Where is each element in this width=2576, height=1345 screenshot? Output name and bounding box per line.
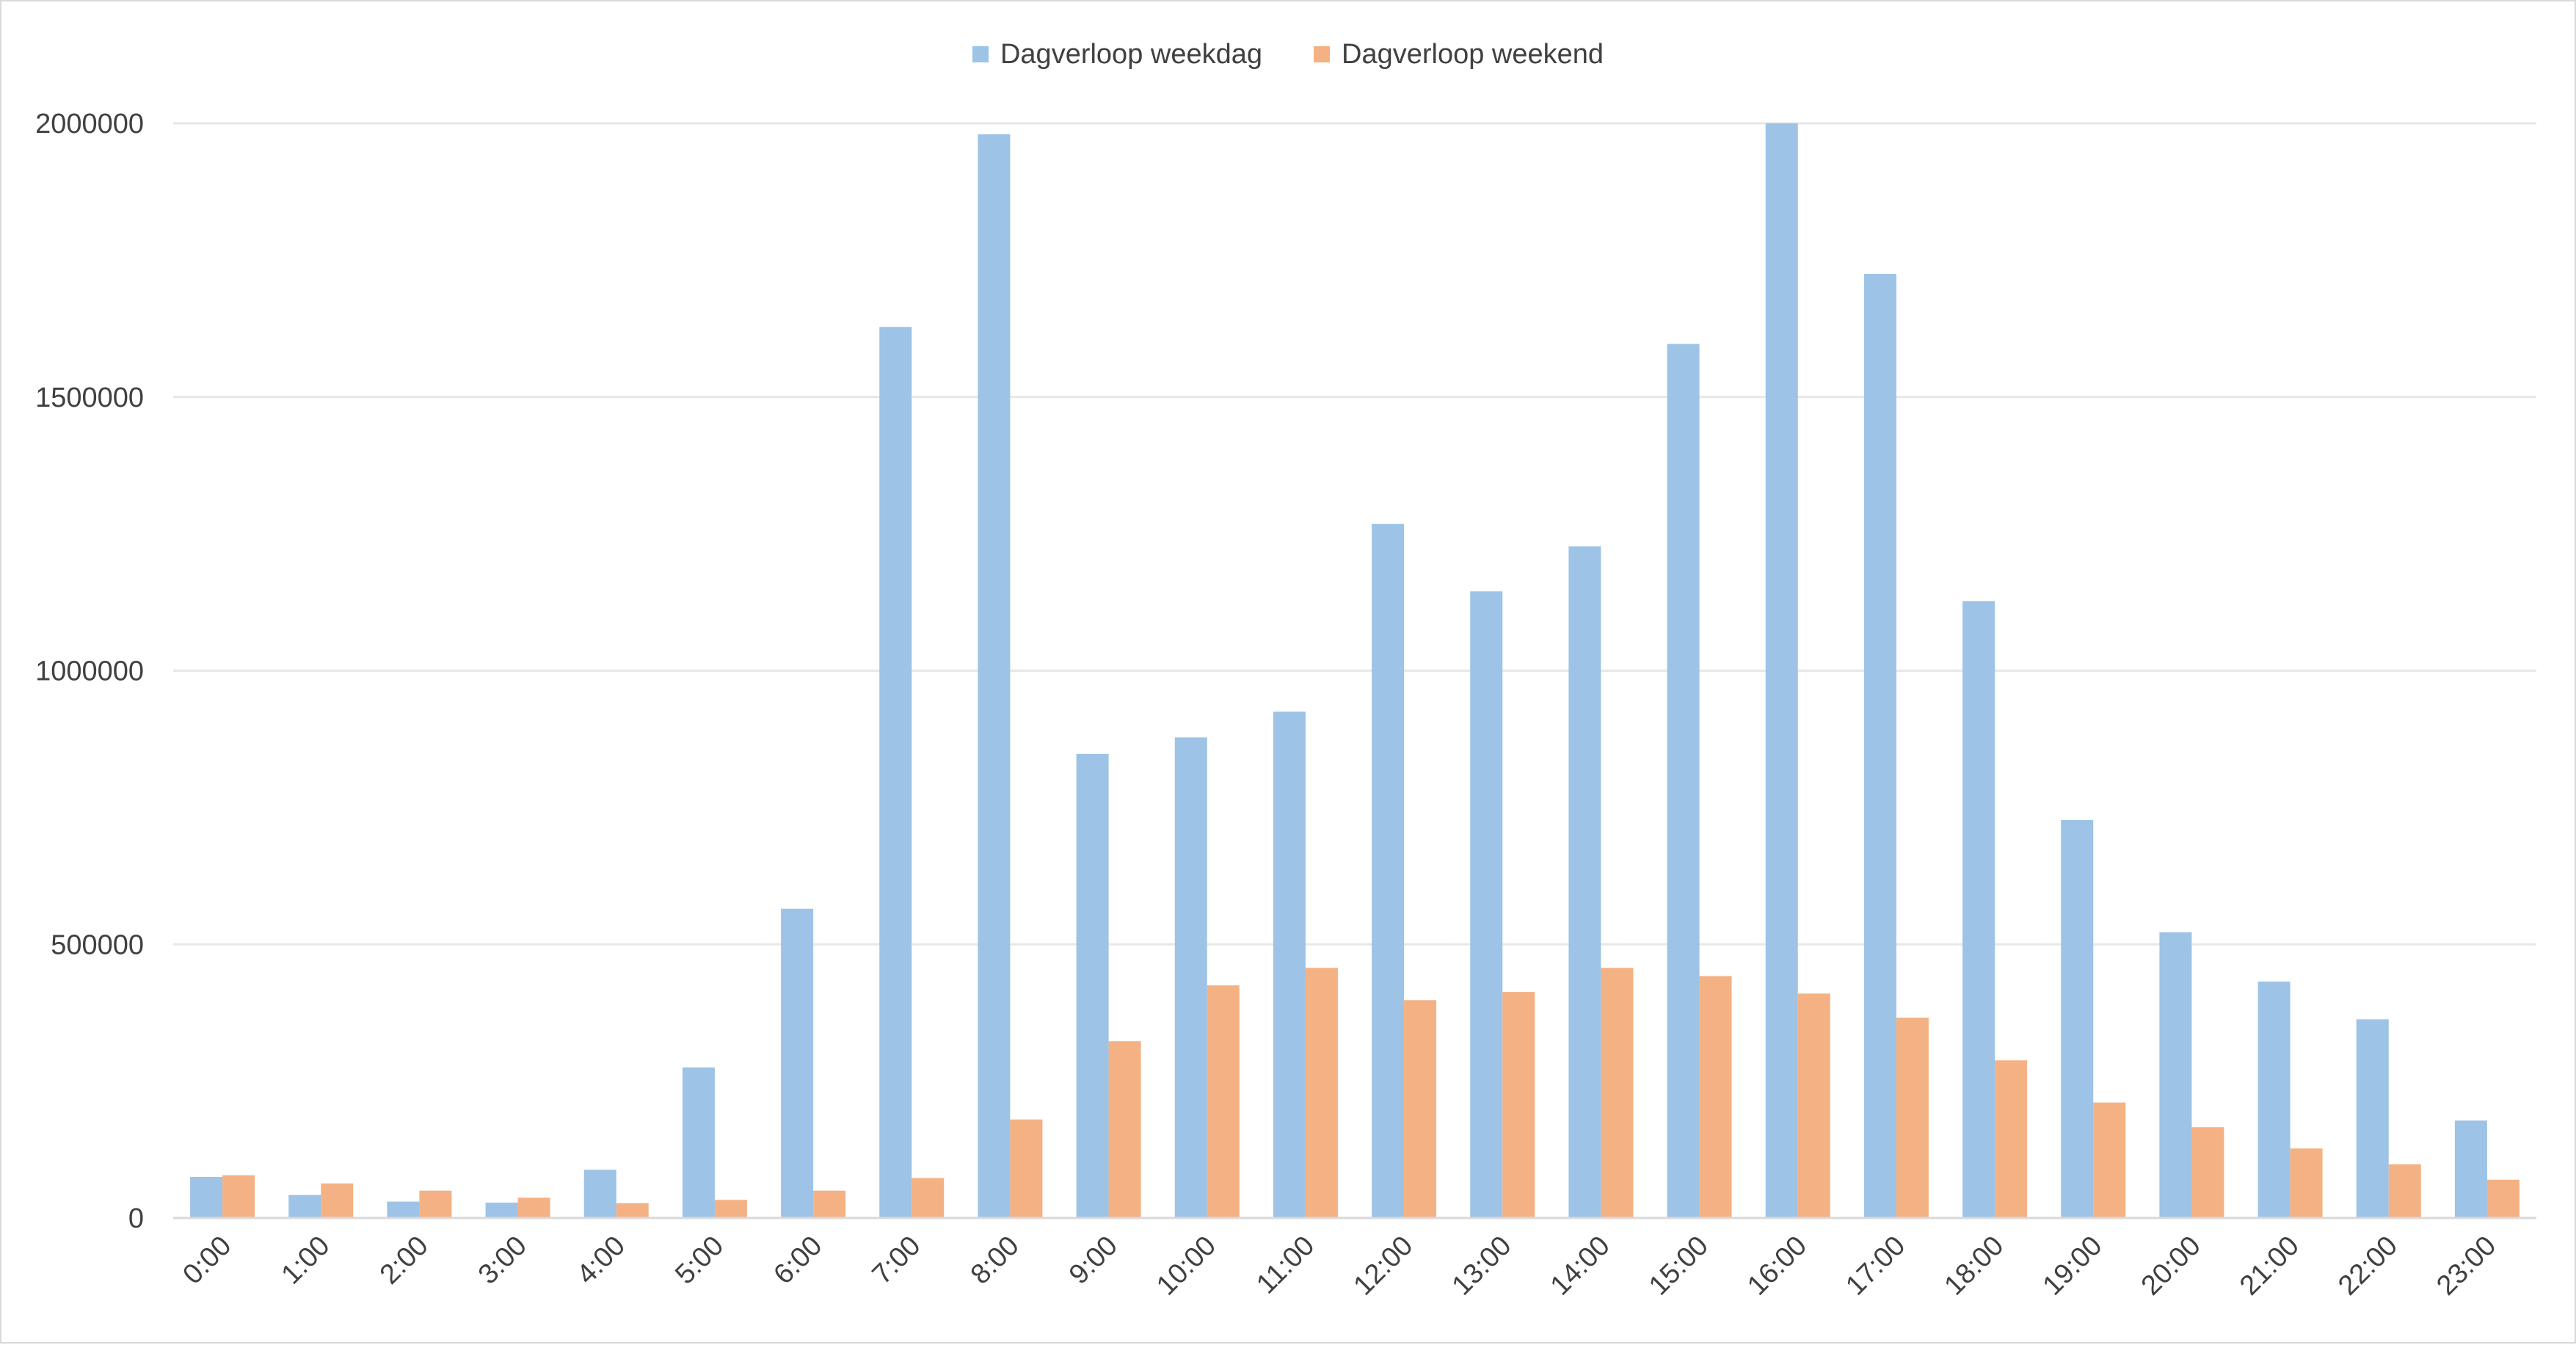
x-tick-label: 14:00 xyxy=(1545,1230,1616,1302)
x-tick-label: 5:00 xyxy=(669,1230,729,1291)
bar-weekdag xyxy=(1273,711,1306,1218)
x-tick-label: 11:00 xyxy=(1251,1230,1320,1300)
bar-weekdag xyxy=(583,1170,616,1218)
bar-weekdag xyxy=(2356,1019,2389,1218)
bar-weekend xyxy=(1601,968,1634,1218)
bar-weekend xyxy=(1502,992,1535,1218)
bar-weekend xyxy=(1207,985,1240,1218)
x-tick-label: 17:00 xyxy=(1840,1230,1911,1302)
bar-weekend xyxy=(1108,1041,1141,1218)
x-tick-label: 1:00 xyxy=(276,1230,336,1291)
bar-weekdag xyxy=(682,1067,715,1218)
legend-label-weekdag: Dagverloop weekdag xyxy=(1000,38,1262,70)
bar-weekend xyxy=(321,1183,354,1218)
bar-weekdag xyxy=(288,1194,321,1218)
y-tick-label: 1500000 xyxy=(35,383,144,413)
legend-item-weekend: Dagverloop weekend xyxy=(1314,39,1604,70)
x-tick-label: 15:00 xyxy=(1643,1230,1714,1302)
bar-weekdag xyxy=(2454,1120,2487,1218)
bar-weekdag xyxy=(1372,523,1405,1218)
x-tick-label: 16:00 xyxy=(1742,1230,1813,1302)
bar-weekdag xyxy=(1667,344,1700,1218)
bar-weekdag xyxy=(1076,753,1109,1218)
bar-weekdag xyxy=(387,1201,420,1218)
bar-weekend xyxy=(2093,1102,2126,1218)
bar-weekend xyxy=(2290,1148,2323,1218)
bar-weekdag xyxy=(1568,546,1601,1218)
x-tick-label: 22:00 xyxy=(2332,1230,2404,1302)
bar-weekdag xyxy=(1470,591,1503,1218)
bar-weekdag xyxy=(190,1177,223,1218)
x-tick-label: 0:00 xyxy=(177,1230,237,1291)
x-tick-label: 8:00 xyxy=(965,1230,1025,1291)
legend-swatch-weekend xyxy=(1314,46,1330,62)
bar-weekend xyxy=(616,1203,649,1218)
bar-weekdag xyxy=(1863,274,1896,1219)
bar-weekdag xyxy=(1174,737,1207,1218)
bar-weekend xyxy=(912,1178,945,1218)
x-tick-label: 9:00 xyxy=(1063,1230,1124,1291)
bar-weekend xyxy=(419,1190,452,1218)
bar-weekend xyxy=(1010,1119,1043,1218)
x-tick-label: 7:00 xyxy=(867,1230,927,1291)
bar-weekdag xyxy=(1765,123,1798,1218)
bar-weekdag xyxy=(781,908,814,1218)
bar-weekdag xyxy=(485,1203,518,1218)
x-tick-label: 21:00 xyxy=(2234,1230,2305,1302)
legend-item-weekdag: Dagverloop weekdag xyxy=(972,39,1262,70)
bar-weekdag xyxy=(2257,981,2291,1218)
x-tick-label: 19:00 xyxy=(2037,1230,2109,1302)
bar-weekend xyxy=(1896,1018,1929,1218)
bar-weekend xyxy=(1305,968,1338,1218)
bar-weekend xyxy=(813,1190,846,1218)
bar-weekend xyxy=(2486,1179,2519,1218)
x-tick-label: 18:00 xyxy=(1939,1230,2010,1302)
bar-weekdag xyxy=(2159,932,2192,1218)
legend-swatch-weekdag xyxy=(972,46,989,62)
x-tick-label: 20:00 xyxy=(2136,1230,2207,1302)
x-tick-label: 6:00 xyxy=(768,1230,828,1291)
bar-weekdag xyxy=(978,134,1011,1218)
x-tick-label: 13:00 xyxy=(1447,1230,1518,1302)
y-tick-label: 500000 xyxy=(51,929,144,960)
bar-weekend xyxy=(1699,976,1732,1218)
bar-weekend xyxy=(517,1197,550,1218)
bar-weekdag xyxy=(1962,601,1995,1218)
x-tick-label: 3:00 xyxy=(473,1230,533,1291)
bar-weekend xyxy=(1404,1000,1437,1218)
bar-weekend xyxy=(2191,1127,2224,1218)
bar-weekend xyxy=(222,1175,255,1218)
bar-weekdag xyxy=(879,327,912,1219)
y-tick-label: 1000000 xyxy=(35,656,144,687)
x-tick-label: 12:00 xyxy=(1348,1230,1419,1302)
x-tick-label: 2:00 xyxy=(374,1230,434,1291)
legend-label-weekend: Dagverloop weekend xyxy=(1342,38,1604,70)
y-tick-label: 0 xyxy=(128,1203,144,1234)
y-tick-label: 2000000 xyxy=(35,109,144,139)
bar-weekend xyxy=(2388,1164,2421,1218)
bar-weekdag xyxy=(2061,820,2094,1218)
x-tick-label: 4:00 xyxy=(571,1230,631,1291)
x-tick-label: 10:00 xyxy=(1151,1230,1222,1302)
bar-weekend xyxy=(1995,1060,2028,1218)
legend: Dagverloop weekdag Dagverloop weekend xyxy=(1,32,2575,76)
bar-weekend xyxy=(1797,993,1830,1218)
bar-weekend xyxy=(714,1200,747,1218)
x-tick-label: 23:00 xyxy=(2431,1230,2502,1302)
